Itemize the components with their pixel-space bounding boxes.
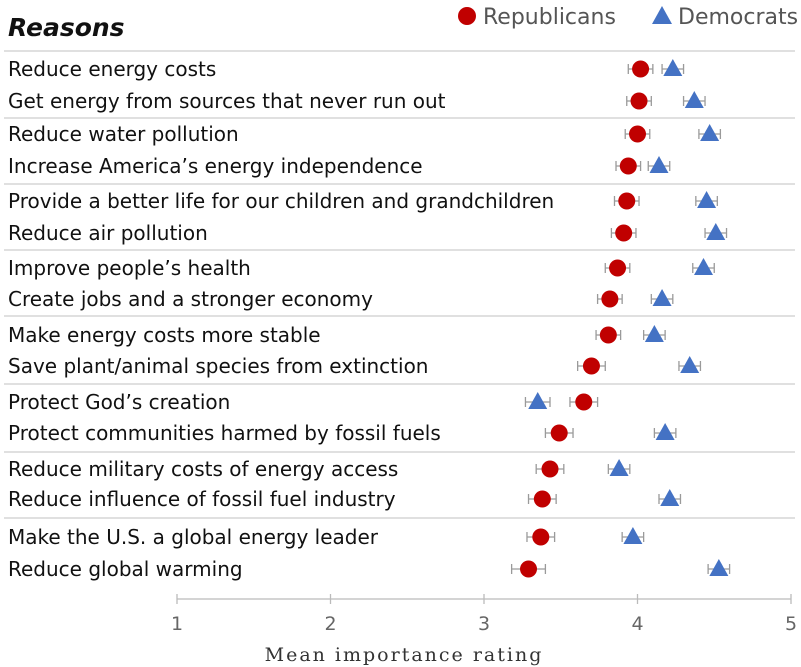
democrat-point: [684, 91, 704, 108]
republican-point: [632, 60, 650, 78]
democrat-point: [694, 258, 714, 275]
republican-point: [582, 357, 600, 375]
democrat-point: [528, 392, 548, 409]
democrat-point: [663, 59, 683, 76]
x-axis-title: Mean importance rating: [265, 644, 544, 666]
reason-label: Reduce energy costs: [8, 57, 216, 81]
republican-point: [615, 224, 633, 242]
republican-point: [618, 192, 636, 210]
republican-point: [532, 528, 550, 546]
reason-label: Create jobs and a stronger economy: [8, 287, 373, 311]
democrat-point: [697, 191, 717, 208]
reason-label: Reduce influence of fossil fuel industry: [8, 487, 396, 511]
legend-republicans-label: Republicans: [483, 5, 616, 30]
x-axis-ticks: 1 2 3 4 5: [171, 594, 797, 635]
reason-label: Protect God’s creation: [8, 390, 230, 414]
x-tick-label: 5: [785, 613, 797, 635]
republican-point: [609, 259, 627, 277]
x-tick-label: 4: [631, 613, 643, 635]
reason-label: Reduce military costs of energy access: [8, 457, 398, 481]
republican-point: [601, 290, 619, 308]
reason-label: Get energy from sources that never run o…: [8, 89, 446, 113]
democrat-point: [655, 423, 675, 440]
reason-label: Protect communities harmed by fossil fue…: [8, 421, 441, 445]
democrat-point: [709, 559, 729, 576]
republican-point: [541, 460, 559, 478]
republican-point: [533, 490, 551, 508]
reason-label: Make energy costs more stable: [8, 323, 321, 347]
reason-label: Reduce global warming: [8, 557, 243, 581]
data-marks: [510, 59, 731, 578]
republican-point: [599, 326, 617, 344]
republican-point: [630, 92, 648, 110]
x-tick-label: 3: [478, 613, 490, 635]
x-tick-label: 2: [324, 613, 336, 635]
democrat-point: [644, 325, 664, 342]
democrat-point: [660, 489, 680, 506]
democrat-point: [680, 356, 700, 373]
republican-point: [550, 424, 568, 442]
reason-label: Improve people’s health: [8, 256, 251, 280]
reason-label: Make the U.S. a global energy leader: [8, 525, 379, 549]
group-separators: [4, 50, 795, 519]
x-tick-label: 1: [171, 613, 183, 635]
republican-point: [629, 125, 646, 143]
reason-label: Increase America’s energy independence: [8, 154, 423, 178]
legend: Republicans Democrats: [458, 5, 798, 30]
republican-point: [619, 157, 637, 175]
legend-republicans-marker: [458, 7, 476, 25]
republican-point: [520, 560, 538, 578]
legend-democrats-marker: [652, 6, 672, 24]
reason-label: Reduce water pollution: [8, 122, 239, 146]
democrat-point: [652, 289, 672, 306]
democrat-point: [649, 156, 669, 173]
legend-democrats-label: Democrats: [678, 5, 798, 30]
democrat-point: [700, 124, 720, 141]
reason-labels: Reduce energy costs Get energy from sourc…: [8, 57, 554, 581]
republican-point: [575, 393, 593, 411]
x-axis: 1 2 3 4 5: [171, 594, 797, 635]
democrat-point: [609, 459, 629, 476]
reason-label: Save plant/animal species from extinctio…: [8, 354, 428, 378]
reason-label: Reduce air pollution: [8, 221, 208, 245]
chart-title: Reasons: [8, 13, 125, 42]
reason-label: Provide a better life for our children a…: [8, 189, 554, 213]
democrat-point: [623, 527, 643, 544]
democrat-point: [706, 223, 726, 240]
